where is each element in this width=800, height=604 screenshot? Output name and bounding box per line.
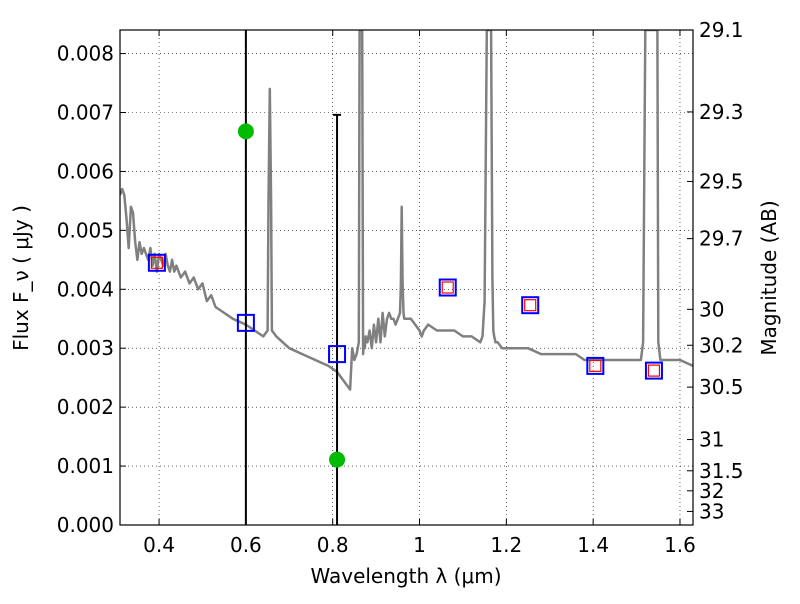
x-tick-label: 0.6 [230, 533, 262, 557]
observed-photometry-point [589, 359, 602, 372]
observed-photometry-point [524, 299, 537, 312]
x-tick-label: 1.4 [577, 533, 609, 557]
plot-area [120, 30, 693, 525]
y-tick-label: 0.004 [57, 277, 114, 301]
right-tick-label: 33 [699, 499, 724, 523]
axes: 0.4 0.6 0.8 1 1.2 1.4 1.6 0.000 0.001 0.002 0.003 0… [57, 18, 744, 557]
right-tick-label: 31 [699, 428, 724, 452]
x-tick-label: 1 [413, 533, 426, 557]
model-photometry-point [586, 356, 605, 375]
y-tick-label: 0.003 [57, 336, 114, 360]
model-photometry-point [328, 345, 347, 364]
x-tick-label: 0.4 [143, 533, 175, 557]
spectrum-line [120, 30, 693, 391]
right-tick-label: 29.5 [699, 169, 744, 193]
y-tick-label: 0.002 [57, 395, 114, 419]
x-tick-label: 1.2 [490, 533, 522, 557]
observed-photometry-point [647, 364, 661, 377]
model-photometry-point [236, 313, 255, 332]
y-tick-label: 0.007 [57, 101, 114, 125]
right-axis-title: Magnitude (AB) [757, 200, 781, 355]
detection-point [237, 123, 254, 140]
plot-frame [119, 29, 694, 526]
right-tick-label: 30.5 [699, 375, 744, 399]
x-axis-title: Wavelength λ (μm) [310, 564, 501, 588]
model-photometry-point [644, 361, 663, 380]
y-tick-label: 0.008 [57, 42, 114, 66]
right-tick-label: 32 [699, 479, 724, 503]
model-photometry-point [521, 296, 540, 315]
y-axis-title: Flux F_ν ( μJy ) [9, 205, 33, 351]
y-tick-label: 0.000 [57, 513, 114, 537]
right-tick-label: 29.3 [699, 100, 744, 124]
observed-photometry-point [441, 281, 454, 294]
right-tick-label: 30.2 [699, 333, 744, 357]
y-tick-label: 0.006 [57, 159, 114, 183]
x-tick-label: 0.8 [317, 533, 349, 557]
right-tick-label: 29.7 [699, 227, 744, 251]
model-photometry-point [147, 253, 166, 272]
y-tick-label: 0.001 [57, 454, 114, 478]
x-tick-label: 1.6 [664, 533, 696, 557]
grid [120, 30, 693, 526]
right-tick-label: 29.1 [699, 18, 744, 42]
right-tick-label: 30 [699, 297, 724, 321]
detection-point [329, 451, 346, 468]
observed-photometry-point [150, 256, 163, 269]
model-photometry-point [438, 278, 457, 297]
right-tick-label: 31.5 [699, 459, 744, 483]
y-tick-label: 0.005 [57, 218, 114, 242]
